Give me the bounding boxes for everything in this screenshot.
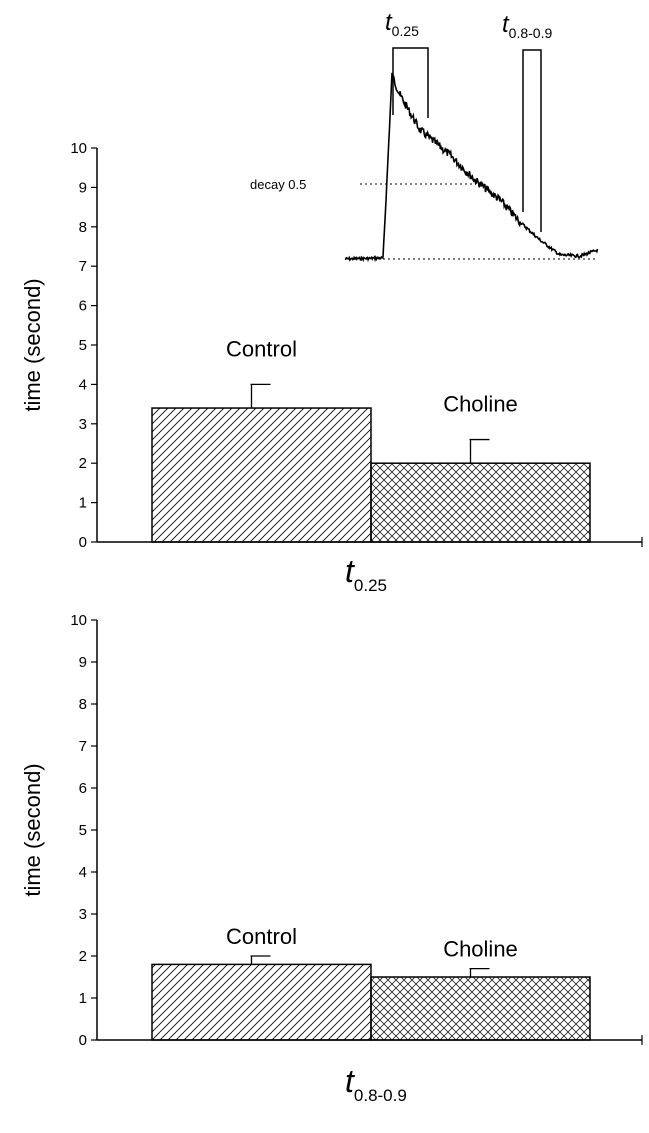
x-axis-label: t0.8-0.9 [345,1063,407,1105]
y-axis-label: time (second) [20,278,45,411]
x-axis-label-sub: 0.25 [354,576,387,595]
bar [370,976,591,1041]
y-tick-label: 0 [79,534,87,551]
bar [370,462,591,543]
y-tick-label: 10 [70,612,87,629]
window-box [392,47,429,118]
y-tick-label: 10 [70,140,87,157]
x-axis-label: t0.25 [345,553,387,595]
y-tick-label: 5 [79,822,87,839]
y-tick-label: 2 [79,455,87,472]
y-tick-label: 3 [79,416,87,433]
category-label: Control [226,924,297,949]
error-bar [250,955,271,965]
window-box [522,49,542,232]
error-bar [250,383,271,409]
error-bar [469,967,490,977]
y-tick-label: 8 [79,696,87,713]
y-tick-label: 6 [79,298,87,315]
y-tick-label: 4 [79,864,87,881]
y-tick-label: 2 [79,948,87,965]
y-tick-label: 9 [79,654,87,671]
y-tick-label: 0 [79,1032,87,1049]
trace [344,72,599,263]
y-tick-label: 7 [79,738,87,755]
y-tick-label: 1 [79,990,87,1007]
category-label: Control [226,336,297,361]
x-axis-label-main: t [345,1063,355,1099]
y-axis-label: time (second) [20,763,45,896]
error-bar [469,438,490,464]
y-tick-label: 5 [79,337,87,354]
bar [151,963,372,1041]
window-label: t0.25 [385,9,419,39]
y-tick-label: 8 [79,219,87,236]
y-tick-label: 6 [79,780,87,797]
y-tick-label: 1 [79,495,87,512]
window-label: t0.8-0.9 [502,11,552,41]
y-tick-label: 3 [79,906,87,923]
x-axis-label-main: t [345,553,355,589]
y-tick-label: 7 [79,258,87,275]
inset-trace: decay 0.5 t0.25 t0.8-0.9 [250,9,599,263]
category-label: Choline [443,937,518,962]
y-tick-label: 4 [79,376,87,393]
category-label: Choline [443,392,518,417]
y-tick-label: 9 [79,179,87,196]
decay-label: decay 0.5 [250,177,306,192]
bar [151,407,372,543]
x-axis-label-sub: 0.8-0.9 [354,1086,407,1105]
